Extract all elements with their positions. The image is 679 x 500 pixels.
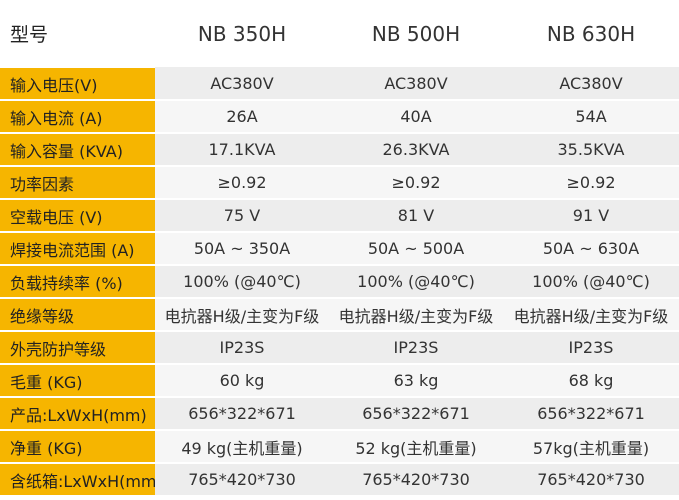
spec-row: 输入电压(V) AC380V AC380V AC380V: [0, 67, 679, 101]
spec-value: 656*322*671: [503, 397, 679, 431]
spec-row: 输入容量 (KVA) 17.1KVA 26.3KVA 35.5KVA: [0, 133, 679, 167]
spec-value: 35.5KVA: [503, 133, 679, 167]
spec-row: 净重 (KG) 49 kg(主机重量) 52 kg(主机重量) 57kg(主机重量): [0, 430, 679, 464]
spec-value: 50A ~ 350A: [155, 232, 329, 266]
spec-value: 电抗器H级/主变为F级: [329, 298, 503, 332]
spec-label: 净重 (KG): [0, 430, 155, 464]
spec-value: 60 kg: [155, 364, 329, 398]
spec-label: 负载持续率 (%): [0, 265, 155, 299]
spec-value: 100% (@40℃): [155, 265, 329, 299]
spec-row: 功率因素 ≥0.92 ≥0.92 ≥0.92: [0, 166, 679, 200]
spec-label: 焊接电流范围 (A): [0, 232, 155, 266]
spec-value: 765*420*730: [329, 463, 503, 497]
spec-value: 52 kg(主机重量): [329, 430, 503, 464]
spec-value: 57kg(主机重量): [503, 430, 679, 464]
spec-value: IP23S: [329, 331, 503, 365]
header-cell: NB 630H: [503, 0, 679, 67]
spec-value: 63 kg: [329, 364, 503, 398]
spec-value: 49 kg(主机重量): [155, 430, 329, 464]
spec-value: 765*420*730: [155, 463, 329, 497]
spec-value: AC380V: [503, 67, 679, 101]
spec-label: 输入电流 (A): [0, 100, 155, 134]
spec-value: ≥0.92: [329, 166, 503, 200]
spec-value: IP23S: [155, 331, 329, 365]
spec-value: 91 V: [503, 199, 679, 233]
spec-value: 26.3KVA: [329, 133, 503, 167]
spec-row: 外壳防护等级 IP23S IP23S IP23S: [0, 331, 679, 365]
header-cell: NB 500H: [329, 0, 503, 67]
spec-value: ≥0.92: [503, 166, 679, 200]
spec-value: 100% (@40℃): [503, 265, 679, 299]
spec-value: 电抗器H级/主变为F级: [155, 298, 329, 332]
spec-row: 含纸箱:LxWxH(mm) 765*420*730 765*420*730 765*4…: [0, 463, 679, 497]
spec-value: IP23S: [503, 331, 679, 365]
spec-value: 电抗器H级/主变为F级: [503, 298, 679, 332]
spec-label: 输入电压(V): [0, 67, 155, 101]
spec-value: 50A ~ 500A: [329, 232, 503, 266]
spec-value: 68 kg: [503, 364, 679, 398]
spec-value: 81 V: [329, 199, 503, 233]
spec-label: 含纸箱:LxWxH(mm): [0, 463, 155, 497]
spec-row: 输入电流 (A) 26A 40A 54A: [0, 100, 679, 134]
spec-value: 656*322*671: [329, 397, 503, 431]
spec-label: 外壳防护等级: [0, 331, 155, 365]
spec-label: 空载电压 (V): [0, 199, 155, 233]
spec-label: 产品:LxWxH(mm): [0, 397, 155, 431]
header-label: 型号: [0, 0, 155, 68]
spec-value: 50A ~ 630A: [503, 232, 679, 266]
spec-row: 绝缘等级 电抗器H级/主变为F级 电抗器H级/主变为F级 电抗器H级/主变为F级: [0, 298, 679, 332]
spec-label: 毛重 (KG): [0, 364, 155, 398]
header-row: 型号 NB 350H NB 500H NB 630H: [0, 0, 679, 68]
spec-value: 765*420*730: [503, 463, 679, 497]
spec-value: AC380V: [155, 67, 329, 101]
spec-value: 54A: [503, 100, 679, 134]
spec-row: 毛重 (KG) 60 kg 63 kg 68 kg: [0, 364, 679, 398]
spec-value: AC380V: [329, 67, 503, 101]
spec-value: 40A: [329, 100, 503, 134]
spec-label: 输入容量 (KVA): [0, 133, 155, 167]
spec-label: 功率因素: [0, 166, 155, 200]
spec-value: ≥0.92: [155, 166, 329, 200]
spec-value: 26A: [155, 100, 329, 134]
spec-label: 绝缘等级: [0, 298, 155, 332]
header-cell: NB 350H: [155, 0, 329, 67]
spec-row: 产品:LxWxH(mm) 656*322*671 656*322*671 656*32…: [0, 397, 679, 431]
spec-row: 负载持续率 (%) 100% (@40℃) 100% (@40℃) 100% (@40…: [0, 265, 679, 299]
spec-row: 焊接电流范围 (A) 50A ~ 350A 50A ~ 500A 50A ~ 630A: [0, 232, 679, 266]
spec-value: 656*322*671: [155, 397, 329, 431]
spec-row: 空载电压 (V) 75 V 81 V 91 V: [0, 199, 679, 233]
spec-value: 100% (@40℃): [329, 265, 503, 299]
spec-value: 17.1KVA: [155, 133, 329, 167]
spec-value: 75 V: [155, 199, 329, 233]
